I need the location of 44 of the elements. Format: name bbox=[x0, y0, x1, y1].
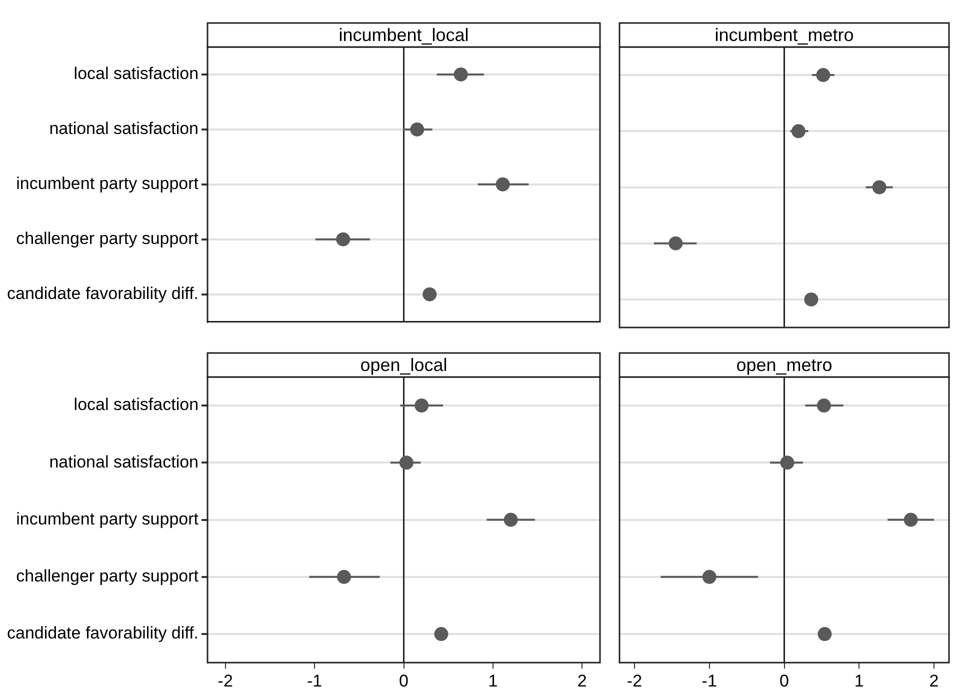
point bbox=[780, 456, 794, 470]
y-tick-label: national satisfaction bbox=[49, 119, 199, 138]
x-tick-label: -2 bbox=[218, 671, 233, 690]
point bbox=[816, 398, 831, 413]
y-tick-label: challenger party support bbox=[16, 566, 199, 586]
point bbox=[454, 67, 468, 82]
chart-title: incumbent_metro bbox=[714, 24, 854, 45]
y-tick-label: incumbent party support bbox=[16, 174, 199, 194]
x-tick-label: 0 bbox=[780, 671, 789, 690]
point bbox=[337, 570, 351, 584]
point bbox=[410, 122, 424, 136]
point bbox=[904, 512, 918, 527]
y-tick-label: challenger party support bbox=[16, 229, 199, 248]
point bbox=[434, 627, 448, 642]
point bbox=[399, 456, 414, 470]
x-tick-label: 0 bbox=[399, 671, 408, 690]
y-tick-label: incumbent party support bbox=[16, 509, 199, 528]
point bbox=[872, 180, 886, 194]
point bbox=[422, 287, 437, 302]
point bbox=[818, 627, 832, 642]
point bbox=[414, 398, 429, 413]
point bbox=[702, 570, 716, 584]
x-tick-label: -1 bbox=[307, 671, 322, 690]
y-tick-label: national satisfaction bbox=[49, 452, 199, 472]
point bbox=[804, 292, 818, 306]
x-tick-label: 2 bbox=[929, 671, 939, 690]
x-tick-label: -1 bbox=[702, 671, 717, 690]
point bbox=[496, 177, 510, 192]
point bbox=[816, 68, 830, 82]
point bbox=[668, 236, 683, 250]
chart-title: open_local bbox=[360, 354, 448, 375]
chart-title: incumbent_local bbox=[338, 24, 469, 45]
y-tick-label: local satisfaction bbox=[74, 64, 199, 84]
point bbox=[791, 124, 806, 138]
x-tick-label: 1 bbox=[854, 671, 864, 690]
y-tick-label: local satisfaction bbox=[74, 395, 199, 414]
y-tick-label: candidate favorability diff. bbox=[6, 624, 199, 643]
point bbox=[336, 232, 350, 246]
y-tick-label: candidate favorability diff. bbox=[6, 284, 199, 304]
x-tick-label: -2 bbox=[626, 671, 642, 690]
x-tick-label: 1 bbox=[488, 671, 498, 690]
chart-title: open_metro bbox=[736, 354, 832, 375]
x-tick-label: 2 bbox=[577, 671, 587, 690]
point bbox=[504, 512, 518, 527]
